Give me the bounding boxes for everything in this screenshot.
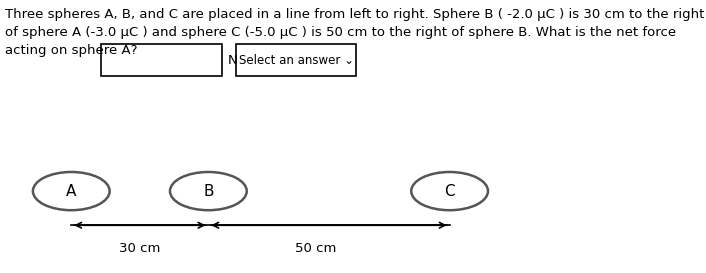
Text: C: C <box>444 184 455 198</box>
Circle shape <box>411 172 488 210</box>
Text: Three spheres A, B, and C are placed in a line from left to right. Sphere B ( -2: Three spheres A, B, and C are placed in … <box>6 8 705 57</box>
Text: 30 cm: 30 cm <box>119 242 160 255</box>
Circle shape <box>170 172 246 210</box>
Circle shape <box>33 172 109 210</box>
Text: B: B <box>203 184 214 198</box>
Text: 50 cm: 50 cm <box>294 242 336 255</box>
FancyBboxPatch shape <box>102 44 222 76</box>
Text: A: A <box>66 184 76 198</box>
Text: N: N <box>227 54 237 67</box>
Text: Select an answer ⌄: Select an answer ⌄ <box>239 54 354 67</box>
FancyBboxPatch shape <box>236 44 357 76</box>
